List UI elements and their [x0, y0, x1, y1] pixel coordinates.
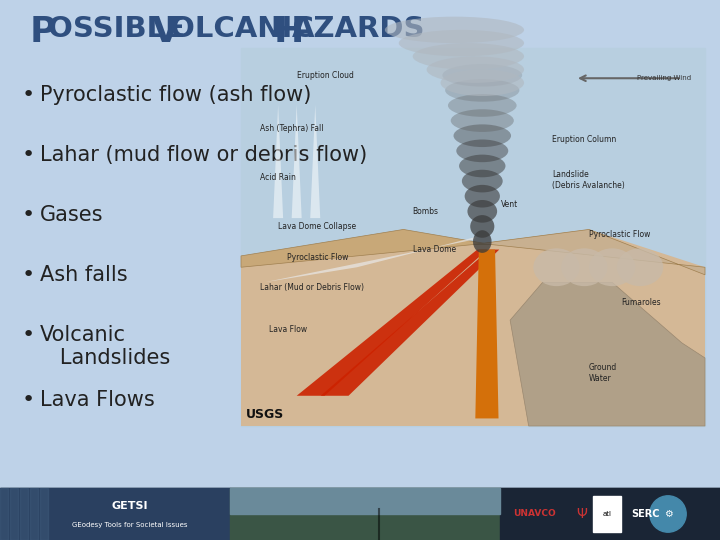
Ellipse shape — [617, 248, 663, 286]
Ellipse shape — [451, 109, 514, 132]
Text: V: V — [152, 15, 180, 49]
Text: Lahar (Mud or Debris Flow): Lahar (Mud or Debris Flow) — [260, 283, 364, 292]
Ellipse shape — [442, 64, 522, 86]
Ellipse shape — [561, 248, 608, 286]
Polygon shape — [473, 230, 705, 275]
Text: •: • — [22, 265, 35, 285]
Text: Landslide
(Debris Avalanche): Landslide (Debris Avalanche) — [552, 171, 625, 190]
Ellipse shape — [470, 215, 495, 238]
Text: Lava Dome: Lava Dome — [413, 245, 456, 254]
Text: Eruption Column: Eruption Column — [552, 136, 616, 145]
Ellipse shape — [399, 30, 524, 56]
Text: ⚙: ⚙ — [664, 509, 672, 519]
Text: Volcanic
   Landslides: Volcanic Landslides — [40, 325, 170, 368]
Text: Bombs: Bombs — [413, 207, 438, 217]
Text: UNAVCO: UNAVCO — [513, 510, 557, 518]
Text: GETSI: GETSI — [112, 501, 148, 511]
Bar — [241, 48, 705, 426]
Text: atl: atl — [603, 511, 611, 517]
Text: OSSIBLE: OSSIBLE — [48, 15, 195, 43]
Bar — [500, 488, 720, 540]
Text: •: • — [22, 205, 35, 225]
Text: Prevailing Wind: Prevailing Wind — [637, 75, 691, 81]
Bar — [20, 488, 28, 540]
Polygon shape — [241, 230, 705, 426]
Text: Lava Dome Collapse: Lava Dome Collapse — [278, 222, 356, 232]
Text: Pyroclastic Flow: Pyroclastic Flow — [589, 230, 650, 239]
Ellipse shape — [534, 248, 580, 286]
Text: Pyroclastic Flow: Pyroclastic Flow — [287, 253, 348, 262]
Text: Fumaroles: Fumaroles — [621, 298, 661, 307]
Text: •: • — [22, 325, 35, 345]
Text: Ash (Tephra) Fall: Ash (Tephra) Fall — [260, 124, 323, 133]
Text: Pyroclastic flow (ash flow): Pyroclastic flow (ash flow) — [40, 85, 311, 105]
Text: USGS: USGS — [246, 408, 284, 421]
Bar — [230, 488, 500, 514]
Ellipse shape — [456, 139, 508, 162]
Text: SERC: SERC — [631, 509, 660, 519]
Polygon shape — [264, 237, 477, 282]
Ellipse shape — [459, 154, 505, 177]
Polygon shape — [292, 105, 302, 218]
Text: Ash falls: Ash falls — [40, 265, 127, 285]
Ellipse shape — [589, 248, 636, 286]
Text: Lava Flow: Lava Flow — [269, 325, 307, 334]
Polygon shape — [241, 230, 492, 267]
Ellipse shape — [384, 17, 524, 43]
Polygon shape — [310, 105, 320, 218]
Bar — [10, 488, 18, 540]
Text: Ψ: Ψ — [577, 507, 588, 521]
Ellipse shape — [413, 43, 524, 70]
Bar — [0, 488, 8, 540]
Text: Lava Flows: Lava Flows — [40, 390, 155, 410]
Ellipse shape — [473, 230, 492, 253]
Circle shape — [649, 496, 686, 532]
Text: Lahar (mud flow or debris flow): Lahar (mud flow or debris flow) — [40, 145, 367, 165]
Text: Acid Rain: Acid Rain — [260, 173, 295, 183]
Ellipse shape — [445, 79, 519, 102]
Text: OLCANIC: OLCANIC — [169, 15, 323, 43]
Ellipse shape — [467, 200, 497, 222]
Bar — [0, 488, 720, 540]
Bar — [40, 488, 48, 540]
Polygon shape — [510, 282, 705, 426]
Text: •: • — [22, 145, 35, 165]
Ellipse shape — [464, 185, 500, 207]
Text: P: P — [30, 15, 56, 49]
Polygon shape — [297, 249, 487, 396]
Polygon shape — [475, 249, 498, 418]
Text: •: • — [22, 85, 35, 105]
Polygon shape — [320, 249, 499, 396]
Bar — [30, 488, 38, 540]
Text: GEodesy Tools for Societal Issues: GEodesy Tools for Societal Issues — [72, 522, 188, 529]
Text: Gases: Gases — [40, 205, 104, 225]
Ellipse shape — [448, 94, 517, 117]
Text: •: • — [22, 390, 35, 410]
Text: Vent: Vent — [501, 200, 518, 209]
Text: Eruption Cloud: Eruption Cloud — [297, 71, 354, 80]
Ellipse shape — [426, 56, 524, 83]
Text: Ground
Water: Ground Water — [589, 363, 617, 383]
Polygon shape — [273, 105, 283, 218]
Bar — [593, 496, 621, 532]
Ellipse shape — [441, 70, 524, 96]
Bar — [230, 488, 500, 540]
Bar — [0, 488, 230, 540]
Text: AZARDS: AZARDS — [292, 15, 425, 43]
Ellipse shape — [454, 124, 511, 147]
Ellipse shape — [462, 170, 503, 192]
Text: H: H — [274, 15, 304, 49]
